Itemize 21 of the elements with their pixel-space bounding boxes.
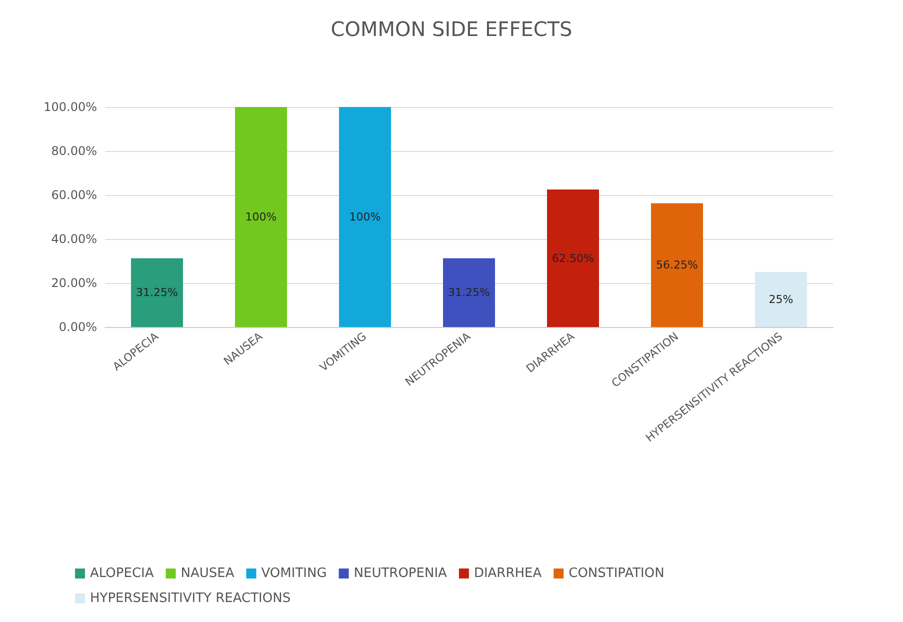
legend-label: ALOPECIA xyxy=(90,566,154,581)
y-tick-label: 100.00% xyxy=(44,100,97,114)
legend-label: HYPERSENSITIVITY REACTIONS xyxy=(90,591,291,606)
data-label: 100% xyxy=(245,210,277,224)
y-tick-label: 20.00% xyxy=(51,276,97,290)
legend-label: VOMITING xyxy=(261,566,327,581)
y-tick-label: 60.00% xyxy=(51,188,97,202)
legend-label: DIARRHEA xyxy=(474,566,542,581)
data-label: 31.25% xyxy=(448,286,490,300)
data-label: 62.50% xyxy=(552,252,594,265)
data-label: 56.25% xyxy=(656,258,698,272)
data-label: 100% xyxy=(349,210,381,224)
legend-label: CONSTIPATION xyxy=(568,566,664,581)
y-tick-label: 80.00% xyxy=(51,144,97,158)
data-label: 31.25% xyxy=(136,286,178,300)
data-label: 25% xyxy=(768,293,794,306)
legend-label: NAUSEA xyxy=(180,566,234,581)
chart-title: COMMON SIDE EFFECTS xyxy=(330,17,572,41)
y-tick-label: 40.00% xyxy=(51,232,97,246)
y-tick-label: 0.00% xyxy=(58,320,97,334)
legend-label: NEUTROPENIA xyxy=(354,566,448,581)
